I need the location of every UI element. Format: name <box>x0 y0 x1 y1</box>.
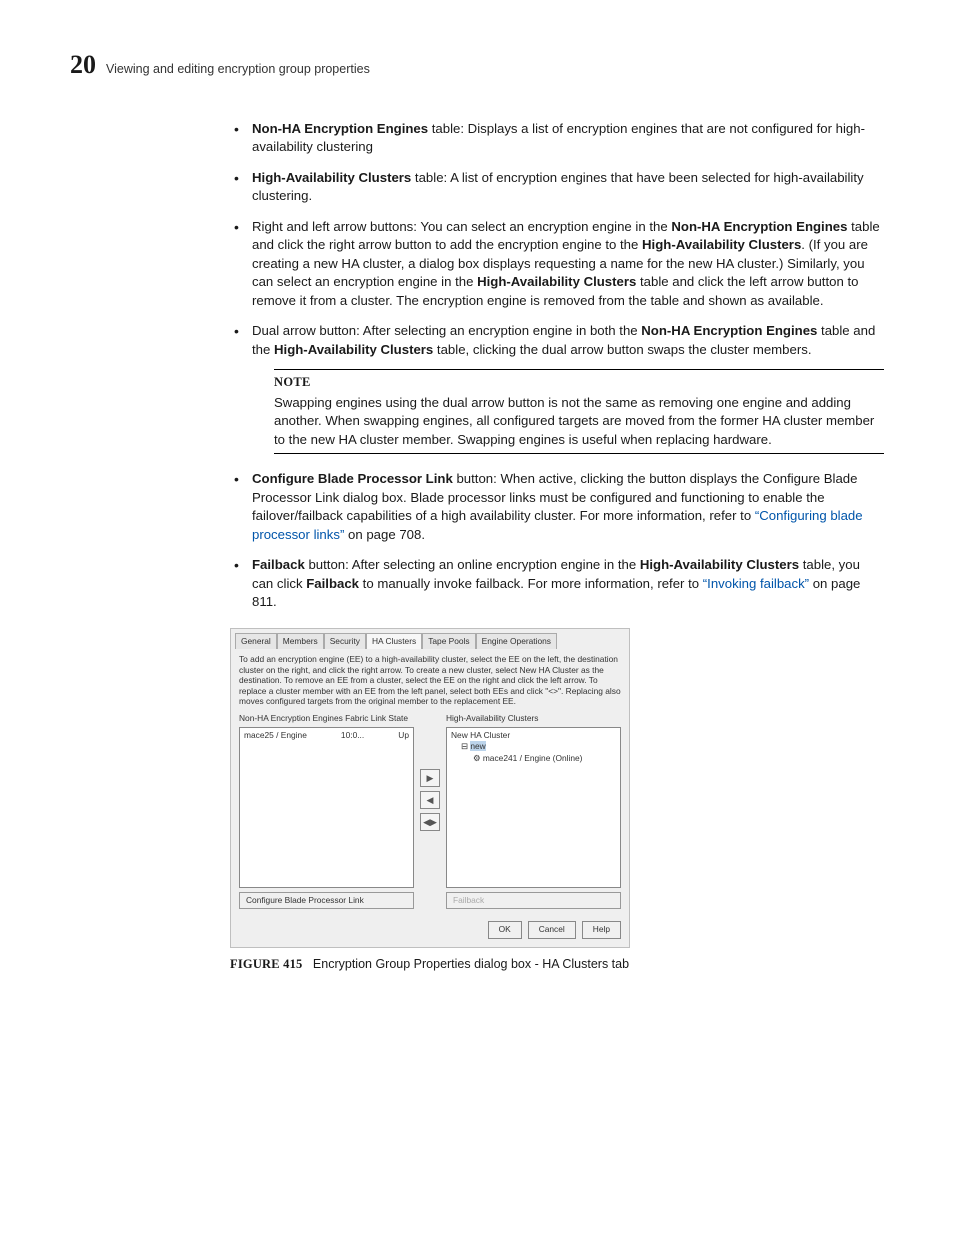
failback-button[interactable]: Failback <box>446 892 621 910</box>
note-rule-bottom <box>274 453 884 454</box>
row-name: mace25 / Engine <box>244 730 307 742</box>
body-content: Non-HA Encryption Engines table: Display… <box>230 120 884 974</box>
arrow-left-button[interactable]: ◀ <box>420 791 440 809</box>
tab-general[interactable]: General <box>235 633 277 650</box>
row-fabric: 10:0... <box>341 730 364 742</box>
note-block: NOTE Swapping engines using the dual arr… <box>274 369 884 454</box>
arrow-right-button[interactable]: ▶ <box>420 769 440 787</box>
bold-term: Non-HA Encryption Engines <box>641 323 817 338</box>
configure-blade-link-button[interactable]: Configure Blade Processor Link <box>239 892 414 910</box>
tab-ha-clusters[interactable]: HA Clusters <box>366 633 422 650</box>
bold-term: High-Availability Clusters <box>477 274 636 289</box>
text: table, clicking the dual arrow button sw… <box>433 342 811 357</box>
left-pane: Non-HA Encryption Engines Fabric Link St… <box>239 713 414 888</box>
chapter-number: 20 <box>70 50 96 80</box>
help-button[interactable]: Help <box>582 921 621 939</box>
xref-link[interactable]: “Invoking failback” <box>703 576 809 591</box>
bullet-item: Configure Blade Processor Link button: W… <box>230 470 884 544</box>
bold-term: High-Availability Clusters <box>640 557 799 572</box>
tab-bar: General Members Security HA Clusters Tap… <box>231 629 629 650</box>
text: on page 708. <box>344 527 425 542</box>
bold-term: High-Availability Clusters <box>274 342 433 357</box>
tree-node[interactable]: ⊟ new <box>451 741 616 753</box>
dialog-footer: OK Cancel Help <box>231 917 629 947</box>
dialog-screenshot: General Members Security HA Clusters Tap… <box>230 628 630 949</box>
bullet-item: Non-HA Encryption Engines table: Display… <box>230 120 884 157</box>
bold-term: High-Availability Clusters <box>642 237 801 252</box>
tree-root[interactable]: New HA Cluster <box>451 730 616 742</box>
figure-label: FIGURE 415 <box>230 957 303 971</box>
figure-text: Encryption Group Properties dialog box -… <box>313 957 629 971</box>
tree-leaf[interactable]: ⚙ mace241 / Engine (Online) <box>451 753 616 765</box>
list-row[interactable]: mace25 / Engine 10:0... Up <box>244 730 409 742</box>
left-pane-title: Non-HA Encryption Engines Fabric Link St… <box>239 713 414 725</box>
note-body: Swapping engines using the dual arrow bu… <box>274 394 884 449</box>
ha-tree[interactable]: New HA Cluster ⊟ new ⚙ mace241 / Engine … <box>446 727 621 888</box>
page: 20 Viewing and editing encryption group … <box>0 0 954 1014</box>
bold-term: High-Availability Clusters <box>252 170 411 185</box>
right-pane: High-Availability Clusters New HA Cluste… <box>446 713 621 888</box>
ok-button[interactable]: OK <box>488 921 522 939</box>
text: Dual arrow button: After selecting an en… <box>252 323 641 338</box>
bold-term: Configure Blade Processor Link <box>252 471 453 486</box>
bold-term: Failback <box>306 576 359 591</box>
non-ha-list[interactable]: mace25 / Engine 10:0... Up <box>239 727 414 888</box>
bullet-item: High-Availability Clusters table: A list… <box>230 169 884 206</box>
bullet-item: Right and left arrow buttons: You can se… <box>230 218 884 310</box>
text: Right and left arrow buttons: You can se… <box>252 219 671 234</box>
arrow-buttons: ▶ ◀ ◀▶ <box>420 713 440 888</box>
bullet-item: Dual arrow button: After selecting an en… <box>230 322 884 454</box>
arrow-swap-button[interactable]: ◀▶ <box>420 813 440 831</box>
bullet-list: Non-HA Encryption Engines table: Display… <box>230 120 884 612</box>
text: to manually invoke failback. For more in… <box>359 576 703 591</box>
note-rule-top <box>274 369 884 370</box>
bold-term: Failback <box>252 557 305 572</box>
chapter-title: Viewing and editing encryption group pro… <box>106 62 370 76</box>
note-heading: NOTE <box>274 374 884 392</box>
right-pane-title: High-Availability Clusters <box>446 713 621 725</box>
tree-node-label: new <box>470 741 485 751</box>
tab-engine-operations[interactable]: Engine Operations <box>476 633 557 650</box>
cancel-button[interactable]: Cancel <box>528 921 576 939</box>
bullet-item: Failback button: After selecting an onli… <box>230 556 884 611</box>
tab-tape-pools[interactable]: Tape Pools <box>422 633 475 650</box>
page-header: 20 Viewing and editing encryption group … <box>70 50 884 80</box>
bold-term: Non-HA Encryption Engines <box>252 121 428 136</box>
dialog-instructions: To add an encryption engine (EE) to a hi… <box>231 649 629 713</box>
row-state: Up <box>398 730 409 742</box>
panes: Non-HA Encryption Engines Fabric Link St… <box>231 713 629 892</box>
bold-term: Non-HA Encryption Engines <box>671 219 847 234</box>
tab-security[interactable]: Security <box>324 633 366 650</box>
under-buttons: Configure Blade Processor Link Failback <box>231 892 629 918</box>
text: button: After selecting an online encryp… <box>305 557 640 572</box>
tab-members[interactable]: Members <box>277 633 324 650</box>
figure-caption: FIGURE 415 Encryption Group Properties d… <box>230 956 884 974</box>
spacer <box>420 892 440 910</box>
